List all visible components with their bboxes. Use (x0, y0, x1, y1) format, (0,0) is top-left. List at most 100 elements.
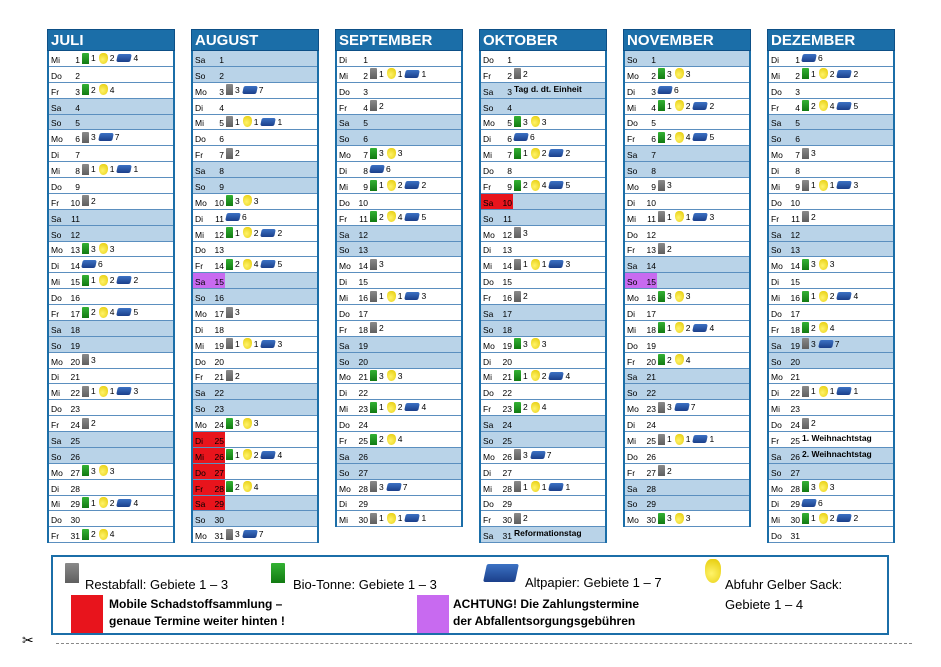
day-row: Mi 23 (769, 400, 893, 417)
day-number: 3 (651, 86, 656, 97)
gebiet-number: 2 (853, 68, 859, 79)
gelber-sack-icon (530, 179, 540, 191)
altpapier-icon (657, 85, 673, 94)
day-number: 19 (358, 340, 368, 351)
gebiet-number: 6 (818, 497, 823, 508)
day-number: 22 (214, 388, 224, 399)
day-number: 29 (646, 499, 656, 510)
day-row: Mi 5 1 1 1 (193, 115, 317, 131)
day-number: 16 (214, 293, 224, 303)
weekday-label: Mi (483, 261, 492, 272)
gebiet-number: 1 (811, 513, 816, 524)
restabfall-bin-icon (226, 116, 233, 127)
gebiet-number: 3 (379, 370, 384, 381)
gebiet-number: 3 (91, 243, 96, 254)
weekday-label: Sa (771, 118, 782, 129)
day-number: 24 (358, 420, 368, 430)
restabfall-bin-icon (226, 338, 233, 350)
gebiet-number: 3 (811, 259, 816, 270)
restabfall-bin-icon (226, 528, 233, 540)
day-number: 2 (507, 70, 512, 81)
day-number: 12 (790, 229, 800, 240)
day-row: Mi 9 1 2 2 (337, 178, 461, 194)
pickup-icons: 1 2 4 (802, 290, 861, 302)
day-number: 5 (651, 118, 656, 129)
restabfall-bin-icon (514, 258, 521, 270)
day-number: 7 (507, 150, 512, 161)
bio-tonne-icon (82, 52, 89, 64)
gelber-sack-icon (674, 68, 684, 80)
day-number: 13 (502, 245, 512, 256)
pickup-icons: 2 4 5 (82, 306, 141, 318)
holiday-note: Reformationstag (514, 528, 582, 539)
weekday-label: Mi (51, 166, 60, 176)
weekday-label: So (195, 70, 206, 81)
gebiet-number: 3 (829, 259, 835, 270)
gebiet-number: 3 (565, 259, 571, 270)
gebiet-number: 3 (523, 338, 528, 349)
gebiet-number: 2 (109, 275, 115, 286)
weekday-label: Do (483, 499, 494, 510)
day-number: 31 (502, 531, 512, 542)
altpapier-icon (801, 54, 817, 62)
gelber-sack-icon (98, 497, 108, 508)
day-number: 29 (70, 499, 80, 510)
weekday-label: Mo (771, 261, 783, 272)
weekday-label: Sa (339, 340, 350, 351)
gebiet-number: 3 (829, 481, 835, 492)
day-row: Mi 16 1 2 4 (769, 289, 893, 305)
restabfall-legend-label: Restabfall: Gebiete 1 – 3 (85, 577, 229, 592)
day-number: 6 (507, 134, 512, 145)
gebiet-number: 7 (258, 84, 264, 95)
gebiet-number: 1 (379, 180, 384, 190)
altpapier-icon (116, 308, 133, 316)
gebiet-number: 6 (674, 84, 679, 95)
day-number: 14 (358, 261, 368, 272)
altpapier-icon (97, 133, 114, 142)
day-number: 30 (70, 515, 80, 526)
day-number: 10 (502, 197, 512, 208)
gebiet-number: 3 (109, 465, 115, 476)
altpapier-icon (548, 482, 565, 491)
gelber-sack-icon (674, 211, 684, 223)
day-row: Di 11 6 (193, 210, 317, 226)
weekday-label: Fr (771, 435, 780, 446)
gebiet-number: 2 (91, 418, 96, 429)
day-number: 29 (790, 499, 800, 510)
gebiet-number: 2 (667, 465, 672, 476)
weekday-label: Mo (195, 197, 207, 208)
day-number: 9 (507, 181, 512, 192)
day-row: Mo 14 3 (337, 257, 461, 274)
pickup-icons: 6 (513, 131, 538, 143)
day-row: Mi 15 1 2 2 (49, 273, 173, 290)
day-row: Sa 15 (193, 273, 317, 290)
gelber-sack-icon (530, 481, 540, 493)
restabfall-bin-icon (802, 385, 809, 397)
day-row: Fr 23 2 4 (481, 400, 605, 417)
weekday-label: Mo (483, 340, 495, 351)
day-number: 1 (75, 54, 80, 65)
day-row: So 13 (769, 241, 893, 258)
gelber-sack-icon (530, 370, 540, 381)
day-row: Do 13 (193, 242, 317, 258)
weekday-label: Mi (771, 181, 780, 192)
gebiet-number: 3 (235, 529, 240, 540)
weekday-label: Do (339, 420, 350, 430)
gebiet-number: 2 (709, 100, 715, 111)
bio-tonne-icon (658, 68, 665, 80)
pickup-icons: 1 1 1 (658, 433, 717, 445)
day-number: 6 (219, 134, 224, 145)
day-row: Di 8 6 (337, 162, 461, 178)
achtung-label-1: ACHTUNG! Die Zahlungstermine (453, 597, 640, 611)
restabfall-bin-icon (370, 512, 377, 524)
gebiet-number: 2 (523, 291, 528, 302)
day-number: 24 (214, 420, 224, 430)
gebiet-number: 1 (91, 275, 96, 286)
weekday-label: Mo (195, 86, 207, 97)
day-number: 6 (651, 134, 656, 145)
day-number: 28 (790, 483, 800, 494)
pickup-icons: 1 2 4 (514, 370, 573, 382)
weekday-label: Mo (339, 483, 351, 494)
